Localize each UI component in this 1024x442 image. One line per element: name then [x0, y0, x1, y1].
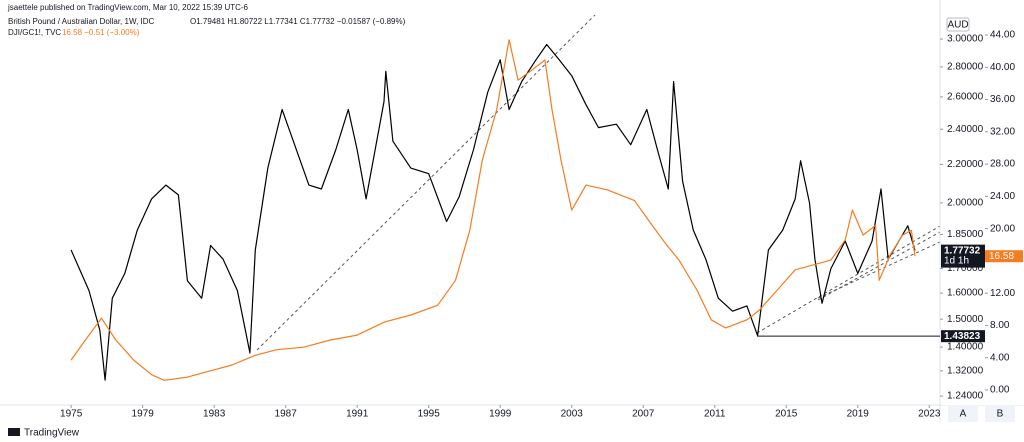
trendline — [756, 225, 940, 334]
y2-tick-label: 36.00 — [990, 94, 1015, 105]
y-tick-label: 1.60000 — [947, 288, 984, 299]
price-sublabel: 1d 1h — [944, 255, 969, 266]
x-tick-label: 1991 — [346, 409, 369, 420]
series-line — [70, 39, 916, 381]
footer — [0, 422, 1024, 442]
x-tick-label: 1983 — [203, 409, 226, 420]
x-tick-label: 2023 — [918, 409, 941, 420]
series-info: 16.58 −0.51 (−3.00%) — [62, 28, 140, 37]
price-label-box — [941, 330, 985, 343]
button-label[interactable]: A — [960, 409, 967, 420]
y2-tick-label: 40.00 — [990, 62, 1015, 73]
price-label-box — [941, 244, 985, 268]
series-line — [70, 43, 916, 381]
y2-tick-label: 0.00 — [990, 385, 1010, 396]
series-info: O1.79481 H1.80722 L1.77341 C1.77732 −0.0… — [190, 17, 406, 26]
button[interactable] — [948, 405, 978, 422]
x-tick-label: 2011 — [704, 409, 726, 420]
y2-tick-label: 32.00 — [990, 126, 1015, 137]
y2-tick-label: 24.00 — [990, 191, 1015, 202]
y2-tick-label: 20.00 — [990, 223, 1015, 234]
y-tick-label: 2.00000 — [947, 198, 984, 209]
y-tick-label: 1.70000 — [947, 263, 984, 274]
x-tick-label: 1999 — [489, 409, 512, 420]
y-tick-label: 1.24000 — [947, 391, 984, 402]
y2-tick-label: 12.00 — [990, 288, 1015, 299]
price-label-box — [985, 250, 1023, 263]
button[interactable] — [985, 405, 1015, 422]
button-label[interactable]: B — [997, 409, 1004, 420]
y-tick-label: 2.40000 — [947, 124, 984, 135]
y2-tick-label: 8.00 — [990, 320, 1010, 331]
x-tick-label: 2015 — [775, 409, 798, 420]
y-tick-label: 3.00000 — [947, 34, 984, 45]
x-tick-label: 2007 — [632, 409, 655, 420]
brand: TradingView — [24, 428, 80, 439]
series-title: British Pound / Australian Dollar, 1W, I… — [8, 17, 155, 26]
y2-tick-label: 44.00 — [990, 30, 1015, 41]
plot — [70, 39, 916, 381]
y2-tick-label: 4.00 — [990, 352, 1010, 363]
price-label: 16.58 — [989, 251, 1014, 262]
series-title: DJI/GC1!, TVC — [8, 28, 61, 37]
y2-tick-label: 28.00 — [990, 159, 1015, 170]
x-tick-label: 1995 — [418, 409, 441, 420]
author-line: jsaettele published on TradingView.com, … — [7, 3, 249, 12]
y-tick-label: 1.40000 — [947, 342, 984, 353]
currency: AUD — [947, 20, 968, 31]
x-tick-label: 1987 — [275, 409, 298, 420]
x-tick-label: 1979 — [132, 409, 155, 420]
y-tick-label: 1.32000 — [947, 365, 984, 376]
x-tick-label: 2019 — [847, 409, 870, 420]
y-tick-label: 2.60000 — [947, 92, 984, 103]
x-tick-label: 2003 — [561, 409, 584, 420]
trendline — [256, 15, 596, 351]
y-tick-label: 2.80000 — [947, 62, 984, 73]
y-tick-label: 2.20000 — [947, 159, 984, 170]
x-tick-label: 1975 — [60, 409, 83, 420]
price-label: 1.77732 — [944, 245, 981, 256]
trendline — [817, 231, 940, 301]
logo — [8, 428, 20, 436]
price-label: 1.43823 — [944, 331, 981, 342]
currency-box — [946, 17, 970, 32]
y-tick-label: 1.85000 — [947, 229, 984, 240]
y-tick-label: 1.50000 — [947, 314, 984, 325]
